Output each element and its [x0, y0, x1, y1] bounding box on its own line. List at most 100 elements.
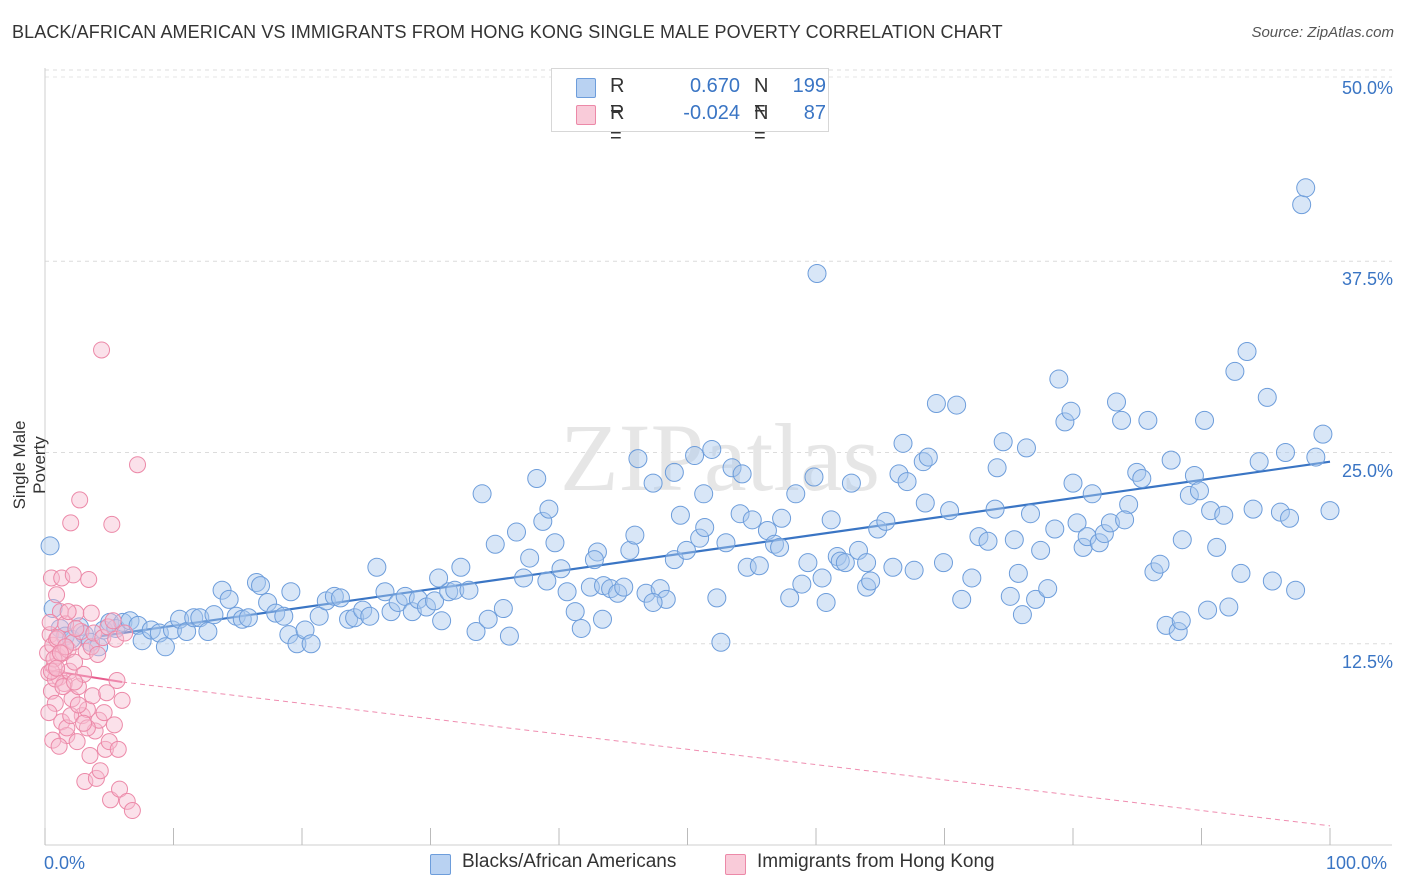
blue-point	[198, 622, 218, 642]
blue-point	[883, 557, 903, 577]
blue-point	[439, 582, 459, 602]
pink-point	[91, 762, 109, 780]
blue-point	[40, 536, 60, 556]
pink-trend-dashed	[122, 681, 1331, 827]
bottom-legend-label-blue: Blacks/African Americans	[462, 851, 677, 872]
blue-point	[1045, 519, 1065, 539]
pink-point	[94, 629, 112, 647]
blue-point	[367, 557, 387, 577]
pink-point	[48, 659, 66, 677]
blue-point	[1280, 508, 1300, 528]
blue-point	[628, 449, 648, 469]
blue-point	[676, 540, 696, 560]
axes	[44, 68, 1392, 846]
pink-point	[85, 624, 103, 642]
pink-point	[105, 716, 123, 734]
blue-point	[1067, 513, 1087, 533]
blue-point	[926, 394, 946, 414]
pink-point	[93, 341, 111, 359]
blue-point	[889, 464, 909, 484]
blue-point	[1306, 447, 1326, 467]
pink-point	[67, 619, 85, 637]
blue-point	[232, 609, 252, 629]
blue-point	[466, 622, 486, 642]
blue-point	[1119, 495, 1139, 515]
legend-r-label: R =	[610, 102, 625, 147]
legend-n-value: 87	[803, 102, 826, 124]
pink-point	[89, 645, 107, 663]
blue-point	[1049, 369, 1069, 389]
blue-point	[749, 556, 769, 576]
blue-point	[301, 634, 321, 654]
blue-point	[545, 533, 565, 553]
blue-point	[537, 571, 557, 591]
blue-point	[1144, 562, 1164, 582]
blue-point	[219, 589, 239, 609]
blue-point	[821, 510, 841, 530]
blue-point	[1161, 450, 1181, 470]
blue-point	[493, 599, 513, 619]
pink-point	[75, 714, 93, 732]
blue-point	[614, 577, 634, 597]
blue-point	[429, 568, 449, 588]
pink-point	[66, 653, 84, 671]
blue-point	[857, 553, 877, 573]
blue-point	[527, 469, 547, 489]
blue-trend-line	[100, 460, 1331, 638]
blue-point	[780, 588, 800, 608]
blue-point	[1021, 504, 1041, 524]
pink-point	[84, 687, 102, 705]
blue-point	[722, 458, 742, 478]
blue-point	[1189, 481, 1209, 501]
blue-point	[557, 582, 577, 602]
blue-point	[1275, 443, 1295, 462]
blue-point	[226, 606, 246, 626]
blue-point	[1262, 571, 1282, 591]
blue-point	[1219, 597, 1239, 617]
blue-point	[1207, 537, 1227, 557]
blue-trend-segment	[100, 460, 1331, 638]
legend-n-value: 199	[792, 75, 826, 97]
blue-point	[620, 540, 640, 560]
blue-point	[425, 591, 445, 611]
blue-point	[584, 550, 604, 570]
blue-point	[1320, 501, 1340, 521]
correlation-legend: R = 0.670 N = 199 R = -0.024 N = 87	[551, 68, 829, 147]
blue-point	[940, 501, 960, 521]
blue-point	[978, 531, 998, 551]
pink-point	[104, 612, 122, 630]
y-axis-title: Single Male Poverty	[10, 420, 49, 510]
blue-point	[868, 519, 888, 539]
blue-point	[993, 432, 1013, 452]
blue-point	[1179, 485, 1199, 505]
legend-swatch-pink	[576, 105, 596, 125]
blue-point	[716, 533, 736, 553]
blue-point	[694, 484, 714, 504]
pink-trend-line	[44, 668, 1331, 827]
blue-point	[1089, 533, 1109, 553]
blue-point	[155, 637, 175, 657]
blue-point	[587, 542, 607, 562]
blue-point	[730, 504, 750, 524]
pink-point	[81, 746, 99, 764]
blue-point	[987, 458, 1007, 478]
blue-point	[274, 606, 294, 626]
pink-point	[82, 604, 100, 622]
legend-r-label: R =	[610, 75, 625, 120]
blue-point	[861, 571, 881, 591]
blue-point	[947, 395, 967, 415]
blue-point	[485, 534, 505, 554]
x-tick-label-min: 0.0%	[44, 853, 86, 873]
pink-point	[107, 630, 125, 648]
blue-point	[804, 467, 824, 487]
blue-point	[1038, 579, 1058, 599]
pink-point	[103, 515, 121, 533]
blue-point	[593, 609, 613, 629]
blue-point	[162, 620, 182, 640]
legend-n-label: N =	[754, 75, 769, 120]
blue-point	[445, 580, 465, 600]
blue-point	[472, 484, 492, 504]
y-tick-label: 25.0%	[1341, 460, 1393, 481]
blue-point	[643, 592, 663, 612]
